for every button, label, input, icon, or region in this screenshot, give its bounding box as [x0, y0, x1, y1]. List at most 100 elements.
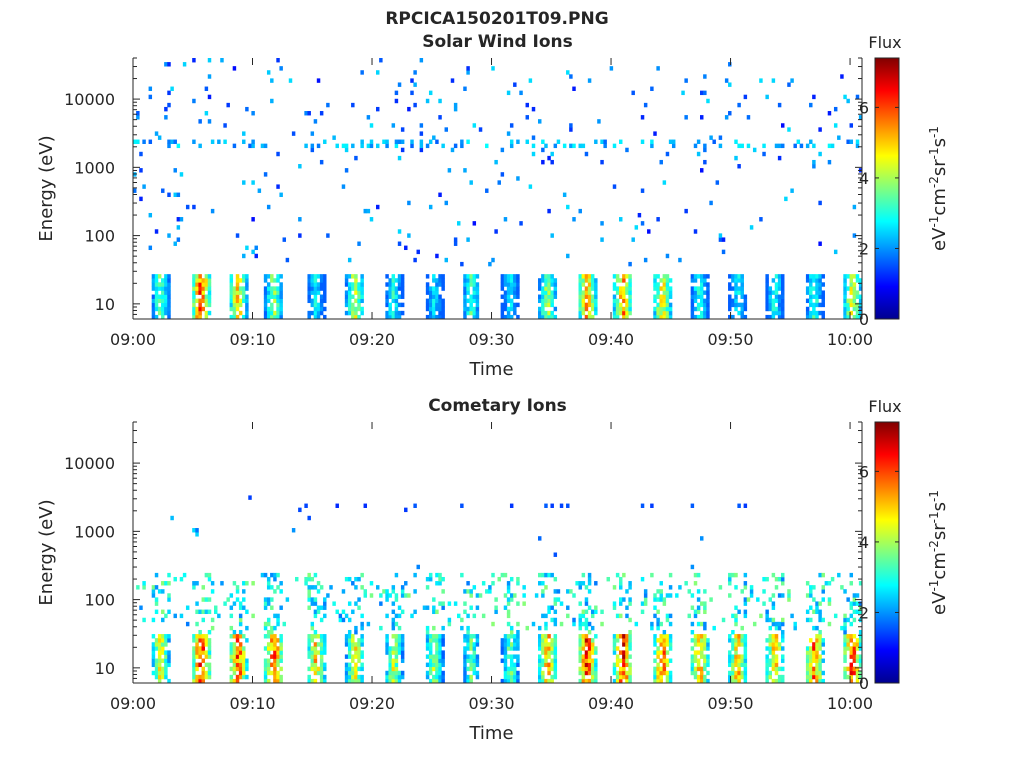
- spectrogram-cell: [693, 650, 698, 655]
- spectrogram-cell: [569, 123, 573, 128]
- spectrogram-cell: [369, 139, 374, 144]
- spectrogram-cell: [858, 658, 863, 663]
- spectrogram-cell: [509, 629, 514, 635]
- spectrogram-cell: [385, 646, 389, 651]
- spectrogram-cell: [765, 654, 769, 659]
- spectrogram-cell: [662, 282, 667, 287]
- spectrogram-cell: [700, 646, 704, 651]
- spectrogram-cell: [581, 662, 586, 668]
- spectrogram-cell: [428, 310, 433, 316]
- spectrogram-cell: [615, 646, 620, 651]
- spectrogram-cell: [662, 666, 667, 672]
- spectrogram-cell: [354, 642, 358, 647]
- spectrogram-cell: [559, 601, 564, 606]
- spectrogram-cell: [341, 609, 346, 615]
- spectrogram-cell: [774, 286, 779, 291]
- spectrogram-cell: [805, 617, 810, 623]
- spectrogram-cell: [640, 221, 645, 226]
- spectrogram-cell: [737, 503, 741, 508]
- spectrogram-cell: [522, 593, 526, 598]
- spectrogram-cell: [148, 94, 153, 100]
- spectrogram-cell: [307, 654, 311, 659]
- spectrogram-cell: [391, 314, 396, 320]
- spectrogram-cell: [509, 593, 514, 598]
- spectrogram-cell: [740, 143, 744, 149]
- spectrogram-cell: [693, 609, 698, 615]
- spectrogram-cell: [858, 282, 863, 287]
- spectrogram-cell: [500, 282, 505, 287]
- spectrogram-cell: [768, 298, 773, 304]
- spectrogram-cell: [849, 572, 854, 578]
- spectrogram-cell: [466, 306, 470, 312]
- spectrogram-cell: [323, 638, 327, 643]
- spectrogram-cell: [590, 638, 595, 643]
- spectrogram-cell: [432, 625, 436, 631]
- spectrogram-cell: [210, 208, 215, 214]
- spectrogram-cell: [400, 294, 405, 299]
- spectrogram-cell: [391, 123, 396, 128]
- spectrogram-cell: [858, 609, 863, 615]
- spectrogram-cell: [625, 642, 629, 647]
- spectrogram-cell: [590, 298, 595, 304]
- spectrogram-cell: [266, 601, 271, 606]
- spectrogram-cell: [385, 593, 389, 598]
- spectrogram-cell: [326, 593, 330, 598]
- spectrogram-cell: [192, 658, 196, 663]
- spectrogram-cell: [538, 666, 542, 672]
- spectrogram-cell: [703, 159, 707, 165]
- spectrogram-cell: [385, 678, 389, 684]
- spectrogram-cell: [438, 638, 442, 643]
- spectrogram-cell: [693, 143, 698, 149]
- spectrogram-cell: [509, 654, 514, 659]
- spectrogram-cell: [653, 634, 657, 639]
- spectrogram-cell: [721, 617, 726, 623]
- spectrogram-cell: [815, 601, 819, 606]
- spectrogram-cell: [506, 670, 511, 676]
- spectrogram-cell: [815, 670, 819, 676]
- spectrogram-cell: [815, 625, 819, 631]
- spectrogram-cell: [428, 294, 433, 299]
- spectrogram-cell: [581, 674, 586, 680]
- spectrogram-cell: [665, 306, 670, 312]
- spectrogram-cell: [435, 306, 439, 312]
- spectrogram-cell: [463, 662, 467, 668]
- spectrogram-cell: [475, 282, 480, 287]
- spectrogram-cell: [310, 282, 315, 287]
- spectrogram-cell: [161, 617, 165, 623]
- spectrogram-cell: [777, 593, 782, 598]
- spectrogram-cell: [444, 257, 449, 263]
- spectrogram-cell: [266, 634, 271, 639]
- spectrogram-cell: [818, 670, 822, 676]
- spectrogram-cell: [388, 666, 392, 672]
- spectrogram-cell: [273, 650, 277, 655]
- spectrogram-cell: [852, 597, 857, 602]
- spectrogram-cell: [385, 274, 389, 279]
- spectrogram-cell: [432, 298, 436, 304]
- spectrogram-cell: [307, 286, 311, 291]
- spectrogram-cell: [737, 658, 741, 663]
- spectrogram-cell: [295, 576, 299, 582]
- spectrogram-cell: [229, 650, 234, 655]
- spectrogram-cell: [846, 314, 850, 320]
- spectrogram-cell: [154, 601, 159, 606]
- spectrogram-cell: [843, 290, 847, 295]
- spectrogram-cell: [354, 585, 358, 590]
- spectrogram-cell: [668, 670, 673, 676]
- spectrogram-cell: [310, 662, 315, 668]
- spectrogram-cell: [351, 609, 355, 615]
- spectrogram-cell: [466, 642, 470, 647]
- spectrogram-cell: [347, 634, 352, 639]
- spectrogram-cell: [743, 609, 748, 615]
- spectrogram-cell: [279, 638, 283, 643]
- spectrogram-cell: [509, 666, 514, 672]
- spectrogram-cell: [706, 646, 710, 651]
- spectrogram-cell: [422, 605, 427, 610]
- spectrogram-cell: [263, 306, 268, 312]
- spectrogram-cell: [743, 581, 748, 586]
- spectrogram-cell: [506, 634, 511, 639]
- spectrogram-cell: [665, 310, 670, 316]
- spectrogram-cell: [344, 294, 349, 299]
- spectrogram-cell: [855, 678, 860, 684]
- spectrogram-cell: [784, 196, 788, 202]
- spectrogram-cell: [809, 662, 813, 668]
